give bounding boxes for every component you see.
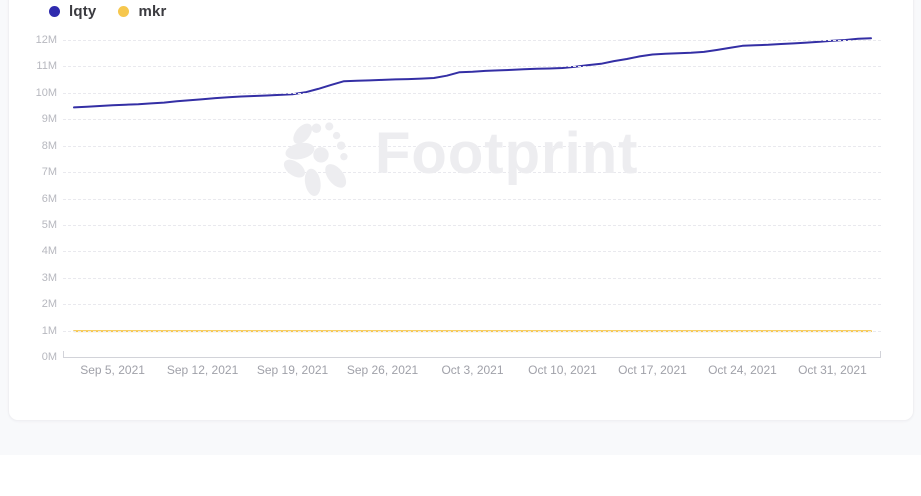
chart-card: lqty mkr 0M 1M 2M 3M 4M 5M 6M 7M 8M 9M 10M 11M 12M S…	[8, 0, 914, 421]
y-axis-tick-label: 5M	[41, 218, 57, 231]
y-gridline	[63, 92, 881, 94]
x-axis-tick-label: Oct 17, 2021	[618, 363, 687, 377]
y-axis-tick-label: 6M	[41, 192, 57, 205]
x-axis-labels: Sep 5, 2021 Sep 12, 2021 Sep 19, 2021 Sep 2…	[63, 363, 881, 379]
y-gridline	[63, 66, 881, 68]
chart-legend: lqty mkr	[49, 3, 167, 20]
y-axis-tick-label: 7M	[41, 166, 57, 179]
x-axis-line	[63, 357, 881, 358]
y-gridline	[63, 277, 881, 279]
y-gridline	[63, 330, 881, 332]
y-gridline	[63, 145, 881, 147]
footer-band: Footprint	[0, 455, 921, 496]
lqty-legend-dot-icon	[49, 6, 60, 17]
x-axis-right-tick	[880, 351, 881, 357]
y-axis-tick-label: 1M	[41, 324, 57, 337]
x-axis-tick-label: Sep 26, 2021	[346, 363, 419, 377]
legend-label-lqty: lqty	[69, 3, 97, 20]
mkr-legend-dot-icon	[118, 6, 130, 17]
y-axis-tick-label: 0M	[41, 351, 57, 363]
legend-item-mkr[interactable]: mkr	[118, 3, 166, 20]
x-axis-tick-label: Oct 24, 2021	[708, 363, 777, 377]
y-gridline	[63, 40, 881, 41]
x-axis-tick-label: Oct 10, 2021	[528, 363, 597, 377]
y-axis-tick-label: 10M	[35, 86, 57, 99]
plot-area[interactable]	[63, 37, 881, 358]
series-line-lqty	[73, 37, 872, 109]
x-axis-left-tick	[63, 351, 64, 357]
legend-item-lqty[interactable]: lqty	[49, 3, 96, 20]
y-gridline	[63, 198, 881, 200]
y-axis-tick-label: 9M	[41, 113, 57, 126]
x-axis-tick-label: Oct 31, 2021	[798, 363, 867, 377]
y-axis-tick-label: 12M	[35, 34, 57, 46]
x-axis-tick-label: Sep 5, 2021	[80, 363, 145, 377]
x-axis-tick-label: Sep 19, 2021	[256, 363, 329, 377]
y-gridline	[63, 119, 881, 121]
y-axis-labels: 0M 1M 2M 3M 4M 5M 6M 7M 8M 9M 10M 11M 12M	[15, 34, 57, 363]
y-axis-tick-label: 3M	[41, 271, 57, 284]
y-axis-tick-label: 4M	[41, 245, 57, 258]
y-axis-tick-label: 8M	[41, 139, 57, 152]
y-gridline	[63, 172, 881, 174]
y-gridline	[63, 224, 881, 226]
y-gridline	[63, 251, 881, 253]
y-axis-tick-label: 11M	[36, 60, 57, 73]
legend-label-mkr: mkr	[138, 3, 167, 20]
x-axis-tick-label: Oct 3, 2021	[441, 363, 504, 377]
y-axis-tick-label: 2M	[41, 298, 57, 311]
x-axis-tick-label: Sep 12, 2021	[166, 363, 239, 377]
y-gridline	[63, 304, 881, 306]
